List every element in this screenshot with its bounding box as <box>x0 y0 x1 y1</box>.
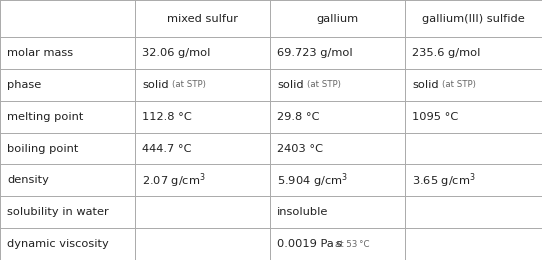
Text: 29.8 °C: 29.8 °C <box>277 112 319 122</box>
Text: 112.8 °C: 112.8 °C <box>142 112 192 122</box>
Text: solid: solid <box>412 80 438 90</box>
Text: solid: solid <box>277 80 304 90</box>
Text: melting point: melting point <box>7 112 83 122</box>
Text: 3.65 g/cm$^3$: 3.65 g/cm$^3$ <box>412 171 476 190</box>
Text: (at STP): (at STP) <box>307 80 341 89</box>
Text: solid: solid <box>142 80 169 90</box>
Text: 2.07 g/cm$^3$: 2.07 g/cm$^3$ <box>142 171 206 190</box>
Text: 0.0019 Pa s: 0.0019 Pa s <box>277 239 342 249</box>
Text: mixed sulfur: mixed sulfur <box>167 14 238 23</box>
Text: gallium(III) sulfide: gallium(III) sulfide <box>422 14 525 23</box>
Text: 69.723 g/mol: 69.723 g/mol <box>277 48 353 58</box>
Text: gallium: gallium <box>317 14 359 23</box>
Text: 444.7 °C: 444.7 °C <box>142 144 191 153</box>
Text: density: density <box>7 175 49 185</box>
Text: 5.904 g/cm$^3$: 5.904 g/cm$^3$ <box>277 171 348 190</box>
Text: 235.6 g/mol: 235.6 g/mol <box>412 48 480 58</box>
Text: dynamic viscosity: dynamic viscosity <box>7 239 109 249</box>
Text: (at STP): (at STP) <box>442 80 476 89</box>
Text: 1095 °C: 1095 °C <box>412 112 458 122</box>
Text: molar mass: molar mass <box>7 48 73 58</box>
Text: (at STP): (at STP) <box>172 80 206 89</box>
Text: at 53 °C: at 53 °C <box>335 239 370 249</box>
Text: phase: phase <box>7 80 41 90</box>
Text: 32.06 g/mol: 32.06 g/mol <box>142 48 210 58</box>
Text: insoluble: insoluble <box>277 207 328 217</box>
Text: boiling point: boiling point <box>7 144 79 153</box>
Text: 2403 °C: 2403 °C <box>277 144 323 153</box>
Text: solubility in water: solubility in water <box>7 207 109 217</box>
